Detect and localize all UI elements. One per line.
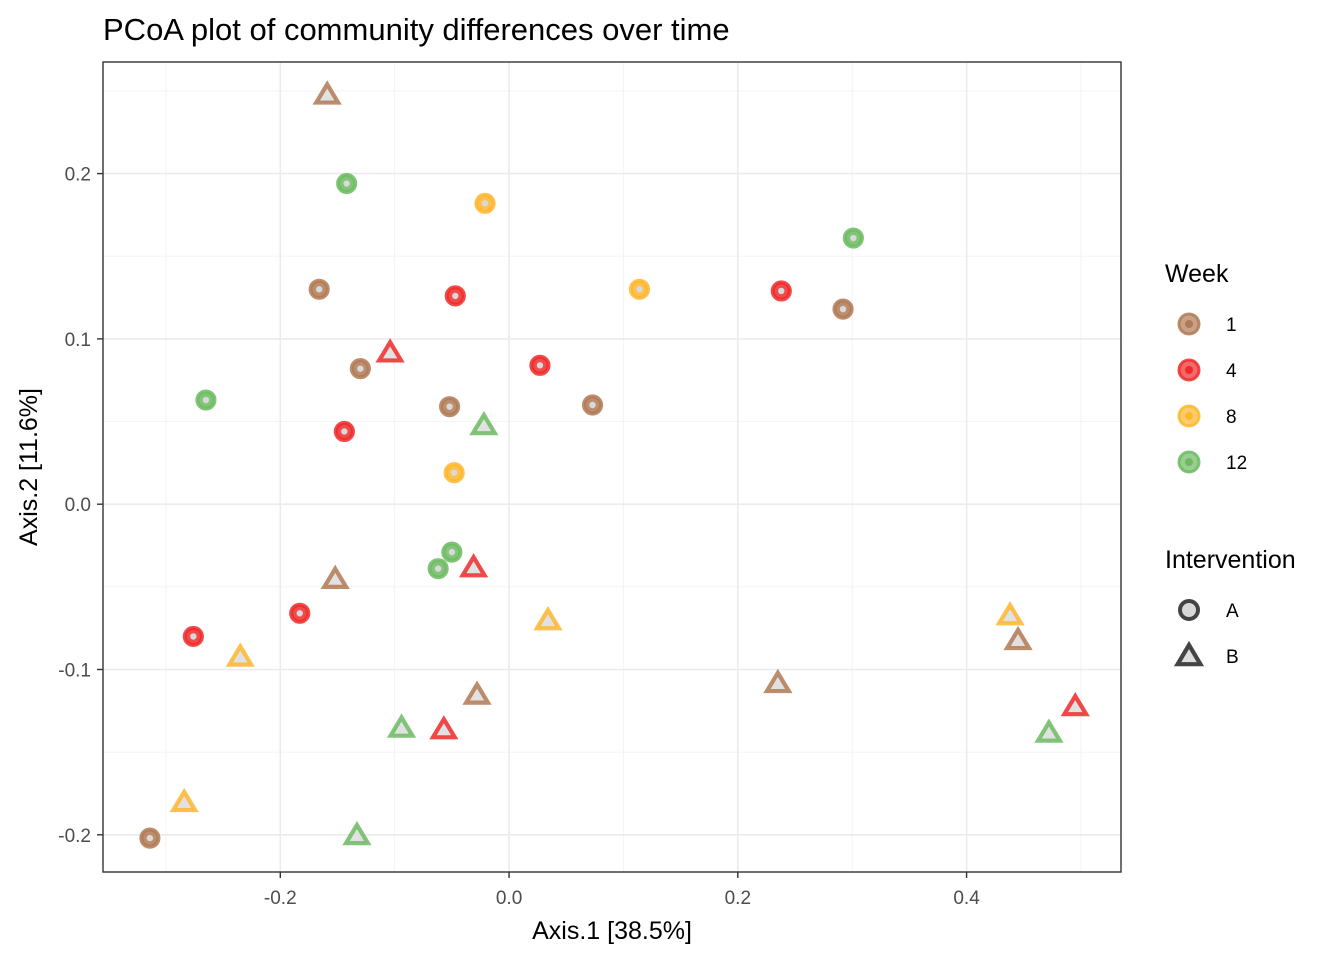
x-axis: -0.2 0.0 0.2 0.4 — [264, 872, 980, 909]
legend-label: B — [1226, 647, 1239, 668]
data-point-center — [589, 401, 596, 409]
y-axis: -0.2 -0.1 0.0 0.1 0.2 — [58, 165, 103, 847]
data-points — [139, 80, 1090, 849]
data-point-center — [202, 396, 210, 404]
x-tick-label: 0.0 — [496, 888, 522, 909]
data-point-center — [190, 633, 197, 640]
data-point — [386, 713, 417, 738]
legend-week: Week 1 4 8 12 — [1165, 260, 1247, 474]
legend-key-circle — [1178, 599, 1200, 621]
y-tick-label: 0.0 — [65, 495, 91, 516]
data-point-center — [839, 305, 847, 313]
data-point-center — [448, 548, 456, 556]
data-point — [462, 680, 492, 705]
data-point-center — [446, 403, 453, 410]
y-tick-label: -0.1 — [58, 661, 91, 682]
legend-label: 4 — [1226, 361, 1237, 382]
data-point-center — [536, 362, 544, 369]
data-point-center — [450, 469, 458, 476]
legend-key-week-center — [1185, 458, 1193, 466]
panel-background — [103, 62, 1121, 872]
data-point — [320, 564, 350, 590]
legend-key-week-center — [1185, 412, 1193, 420]
legend-title: Week — [1165, 260, 1229, 288]
data-point-center — [315, 286, 323, 293]
data-point-center — [434, 565, 442, 572]
legend-label: A — [1226, 601, 1239, 622]
x-tick-label: 0.4 — [953, 888, 980, 909]
data-point-center — [850, 234, 857, 242]
y-tick-label: -0.2 — [58, 826, 91, 847]
data-point — [169, 787, 199, 813]
data-point-center — [343, 180, 350, 187]
data-point — [1034, 718, 1064, 743]
legend-key-triangle — [1173, 640, 1205, 667]
legend-label: 8 — [1226, 407, 1237, 428]
data-point — [469, 410, 499, 436]
legend-key-week-center — [1185, 320, 1193, 328]
panel-border — [102, 61, 1122, 873]
data-point-center — [341, 428, 348, 435]
x-tick-label: 0.2 — [725, 888, 751, 909]
data-point-center — [636, 286, 643, 293]
legend-label: 12 — [1226, 453, 1247, 474]
x-tick-label: -0.2 — [264, 888, 297, 909]
chart-title: PCoA plot of community differences over … — [103, 12, 730, 47]
x-axis-title: Axis.1 [38.5%] — [532, 917, 692, 945]
data-point — [458, 553, 489, 578]
data-point — [1060, 691, 1090, 717]
data-point — [375, 338, 405, 363]
y-tick-label: 0.2 — [65, 165, 91, 186]
data-point — [533, 605, 563, 631]
data-point-center — [452, 292, 459, 300]
data-point — [225, 642, 255, 667]
data-point — [1003, 625, 1033, 651]
data-point-center — [296, 610, 303, 617]
data-point — [342, 820, 372, 846]
plot-panel — [102, 61, 1122, 873]
data-point-center — [778, 287, 785, 295]
data-point — [763, 668, 793, 694]
legend-key-week-center — [1185, 366, 1193, 374]
data-point — [429, 715, 459, 740]
data-point-center — [146, 834, 154, 842]
data-point — [995, 601, 1025, 626]
legend-intervention: Intervention A B — [1165, 546, 1296, 668]
y-axis-title: Axis.2 [11.6%] — [15, 388, 43, 546]
legend-label: 1 — [1226, 315, 1237, 336]
data-point — [312, 80, 342, 105]
data-point-center — [481, 200, 489, 207]
data-point-center — [357, 365, 364, 372]
legend-title: Intervention — [1165, 546, 1296, 574]
y-tick-label: 0.1 — [65, 330, 91, 351]
